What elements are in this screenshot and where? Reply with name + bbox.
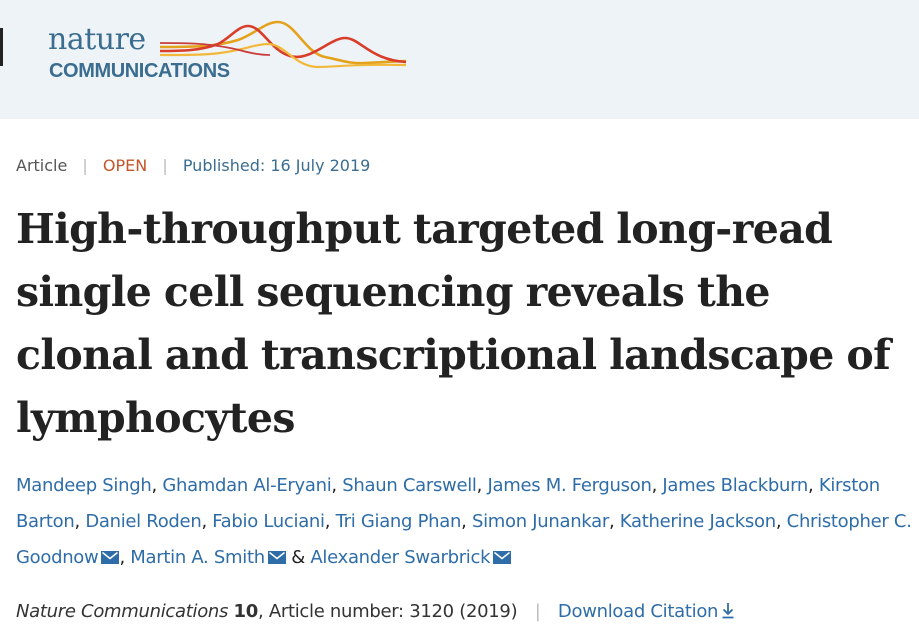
author-link[interactable]: James M. Ferguson bbox=[487, 475, 651, 496]
author-name: Simon Junankar bbox=[471, 511, 609, 532]
published-date: Published: 16 July 2019 bbox=[182, 156, 371, 175]
author-link[interactable]: Simon Junankar bbox=[472, 511, 609, 532]
open-access-badge: OPEN bbox=[102, 156, 148, 175]
download-citation-link[interactable]: Download Citation bbox=[558, 601, 735, 622]
author-name: Christopher C. Goodnow bbox=[16, 511, 912, 568]
author-joiner: & bbox=[285, 547, 311, 568]
download-arrow-icon bbox=[722, 603, 734, 619]
journal-name: Nature Communications bbox=[16, 601, 229, 622]
author-link[interactable]: Christopher C. Goodnow bbox=[16, 511, 912, 568]
author-name: Katherine Jackson bbox=[619, 511, 776, 532]
logo-wordmark-nature: nature bbox=[48, 22, 146, 57]
meta-separator: | bbox=[82, 156, 88, 175]
envelope-icon[interactable] bbox=[101, 551, 120, 564]
author-name: Fabio Luciani bbox=[212, 511, 325, 532]
envelope-icon[interactable] bbox=[267, 551, 286, 564]
logo-wordmark-communications: COMMUNICATIONS bbox=[49, 60, 230, 82]
author-link[interactable]: Martin A. Smith bbox=[130, 547, 286, 568]
author-name: Mandeep Singh bbox=[16, 475, 152, 496]
author-link[interactable]: Katherine Jackson bbox=[620, 511, 776, 532]
article-type: Article bbox=[16, 156, 68, 175]
author-list: Mandeep Singh, Ghamdan Al-Eryani, Shaun … bbox=[16, 475, 912, 568]
citation-line: Nature Communications 10, Article number… bbox=[16, 599, 735, 625]
author-link[interactable]: Tri Giang Phan bbox=[336, 511, 462, 532]
author-name: James M. Ferguson bbox=[487, 475, 652, 496]
author-name: Martin A. Smith bbox=[130, 547, 265, 568]
envelope-icon[interactable] bbox=[493, 551, 512, 564]
meta-separator: | bbox=[162, 156, 168, 175]
author-link[interactable]: Kirston Barton bbox=[16, 475, 880, 532]
author-name: Kirston Barton bbox=[16, 475, 880, 532]
author-link[interactable]: Daniel Roden bbox=[85, 511, 201, 532]
author-link[interactable]: James Blackburn bbox=[662, 475, 808, 496]
journal-volume: 10 bbox=[233, 601, 259, 622]
citation-separator: | bbox=[534, 601, 541, 622]
author-link[interactable]: Alexander Swarbrick bbox=[310, 547, 512, 568]
nature-communications-logo[interactable]: nature COMMUNICATIONS bbox=[48, 20, 408, 90]
download-citation-label: Download Citation bbox=[557, 601, 719, 622]
author-name: Alexander Swarbrick bbox=[310, 547, 491, 568]
logo-wave-graphic bbox=[160, 20, 407, 69]
article-number: , Article number: 3120 (2019) bbox=[257, 601, 518, 622]
author-name: Ghamdan Al-Eryani bbox=[162, 475, 332, 496]
author-name: Shaun Carswell bbox=[342, 475, 477, 496]
author-name: James Blackburn bbox=[662, 475, 808, 496]
site-header: nature COMMUNICATIONS bbox=[0, 0, 919, 119]
author-name: Daniel Roden bbox=[85, 511, 202, 532]
header-edge-marker bbox=[0, 28, 3, 66]
author-link[interactable]: Mandeep Singh bbox=[16, 475, 152, 496]
author-name: Tri Giang Phan bbox=[335, 511, 462, 532]
author-link[interactable]: Ghamdan Al-Eryani bbox=[162, 475, 331, 496]
article-meta: Article | OPEN | Published: 16 July 2019 bbox=[16, 155, 370, 177]
article-title: High-throughput targeted long-read singl… bbox=[16, 205, 891, 442]
author-link[interactable]: Fabio Luciani bbox=[212, 511, 325, 532]
author-link[interactable]: Shaun Carswell bbox=[342, 475, 477, 496]
